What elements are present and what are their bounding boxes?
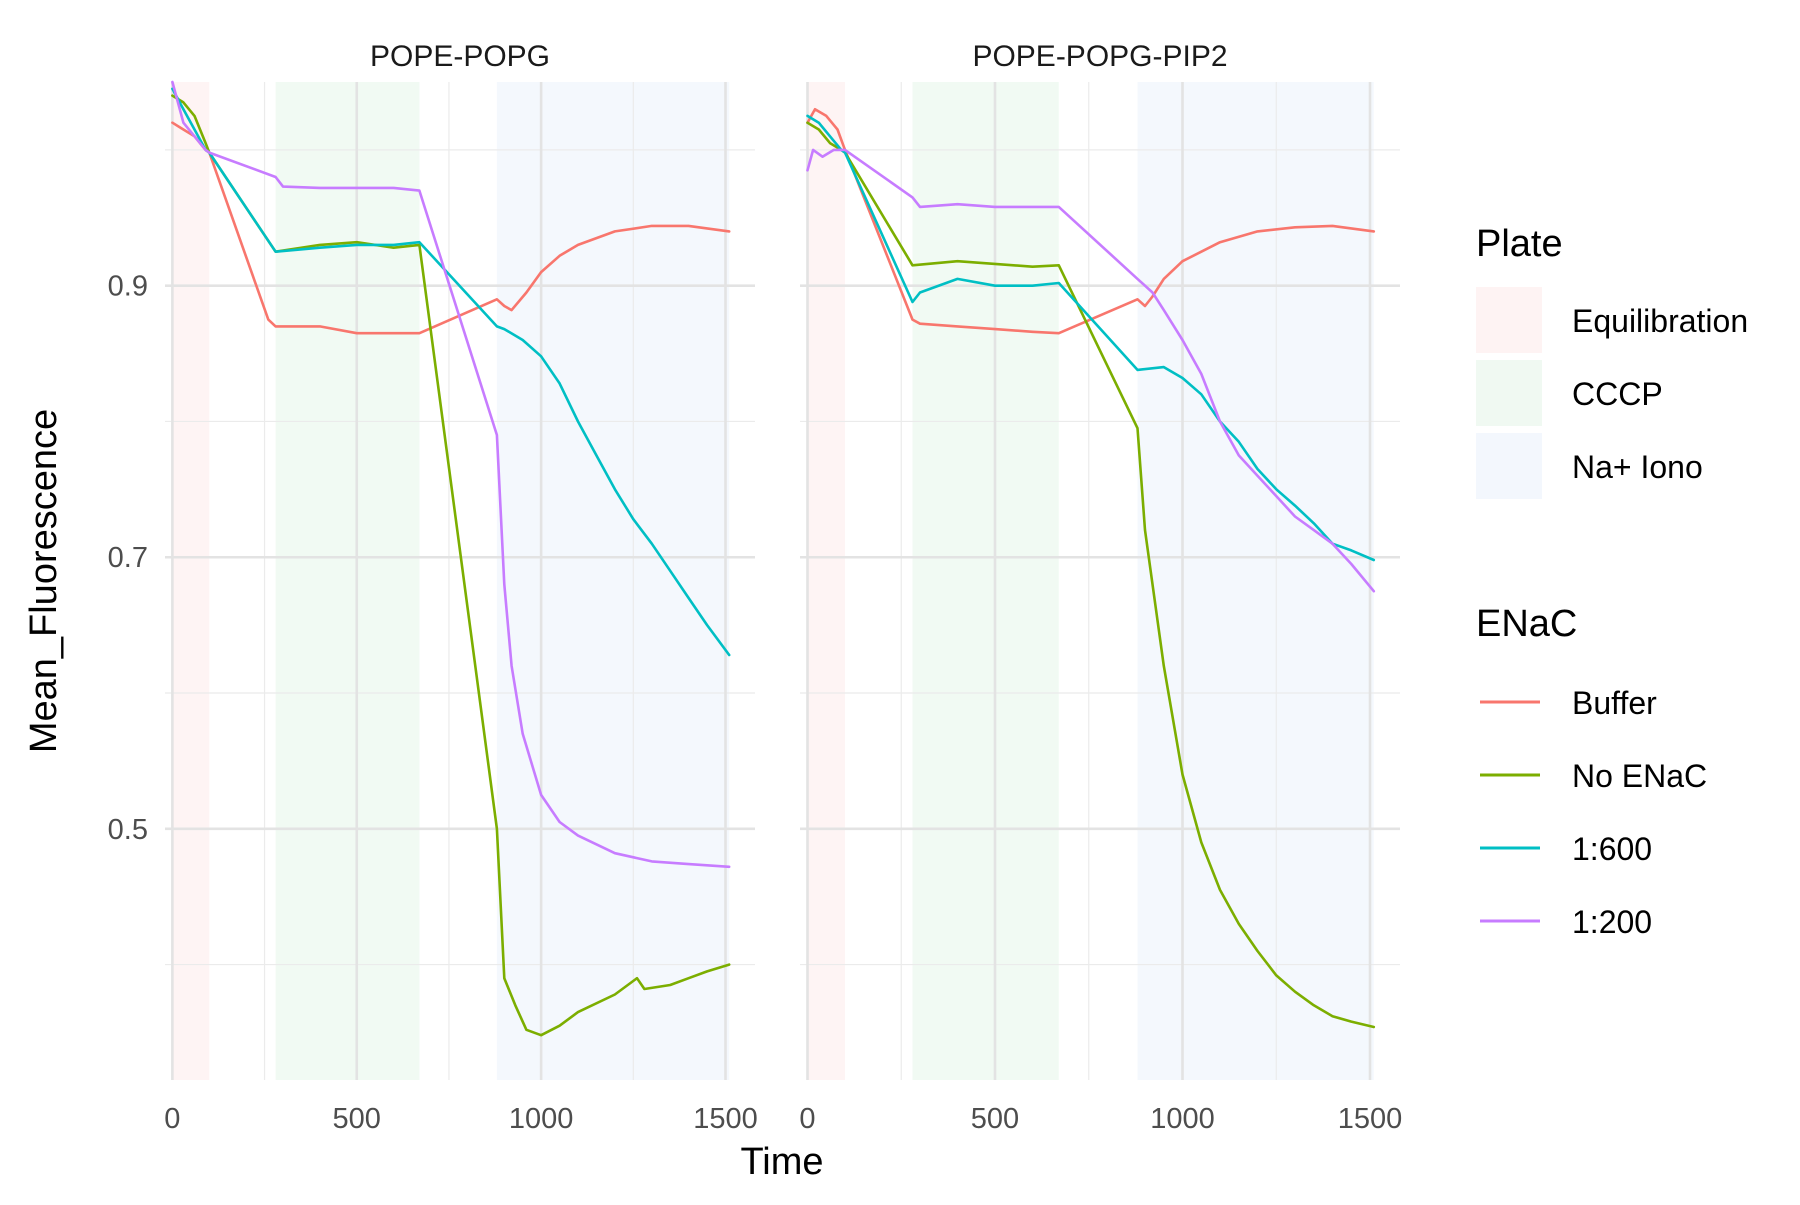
legend-label: 1:200 [1572, 904, 1652, 940]
shaded-region-na-iono [496, 82, 730, 1080]
x-tick-label: 1000 [509, 1103, 574, 1135]
shaded-region-cccp [275, 82, 420, 1080]
y-axis-title: Mean_Fluorescence [23, 409, 65, 753]
facet-panel-1: POPE-POPG 0 500 1000 1500 [164, 40, 757, 1135]
x-tick-label: 1500 [693, 1103, 758, 1135]
legend-key-equilibration [1476, 287, 1542, 353]
facet-title: POPE-POPG [370, 40, 550, 73]
x-tick-label: 1000 [1150, 1103, 1215, 1135]
legend-title-plate: Plate [1476, 223, 1563, 265]
legend-label: CCCP [1572, 376, 1663, 412]
legend-label: Buffer [1572, 685, 1657, 721]
legend-title-enac: ENaC [1476, 603, 1577, 645]
legend-key-cccp [1476, 360, 1542, 426]
legend-label: Na+ Iono [1572, 449, 1703, 485]
y-tick-label: 0.7 [108, 542, 148, 574]
x-tick-label: 0 [164, 1103, 180, 1135]
x-axis-title: Time [740, 1141, 823, 1183]
y-tick-label: 0.9 [108, 271, 148, 303]
x-tick-label: 500 [333, 1103, 381, 1135]
shaded-region-na-iono [1137, 82, 1374, 1080]
legend-label: No ENaC [1572, 758, 1707, 794]
shaded-region-equilibration [172, 82, 210, 1080]
y-tick-label: 0.5 [108, 814, 148, 846]
shaded-region-cccp [912, 82, 1059, 1080]
legend: Plate Equilibration CCCP Na+ Iono ENaC Buffer… [1476, 223, 1748, 940]
x-tick-label: 1500 [1338, 1103, 1403, 1135]
series-line-1-200 [806, 148, 1376, 593]
facet-panel-2: POPE-POPG-PIP2 0 500 1000 1500 [799, 40, 1402, 1135]
shaded-region-equilibration [807, 82, 845, 1080]
legend-label: 1:600 [1572, 831, 1652, 867]
legend-key-na-iono [1476, 433, 1542, 499]
facet-title: POPE-POPG-PIP2 [972, 40, 1227, 73]
x-tick-label: 500 [971, 1103, 1019, 1135]
series-line-1-200 [171, 80, 731, 869]
series-line-1-600 [806, 114, 1376, 562]
series-line-buffer [806, 107, 1376, 335]
x-tick-label: 0 [799, 1103, 815, 1135]
legend-label: Equilibration [1572, 303, 1748, 339]
